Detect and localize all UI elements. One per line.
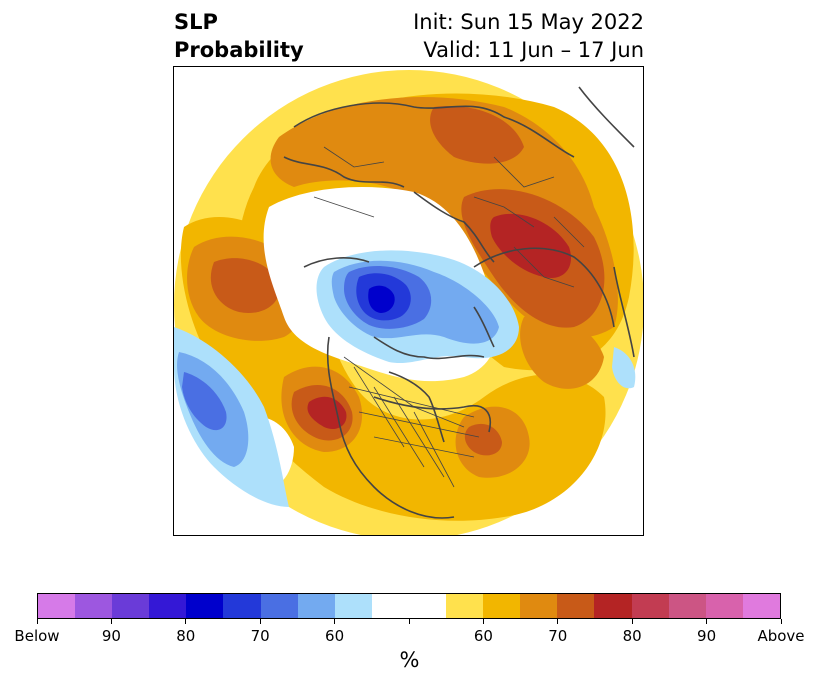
colorbar-unit-label: %	[399, 648, 420, 672]
colorbar-tick	[482, 619, 484, 624]
probability-map-svg	[174, 70, 643, 535]
colorbar-segment	[186, 594, 224, 618]
colorbar-tick	[780, 619, 782, 624]
region-orange-east	[520, 314, 604, 389]
colorbar-tick	[259, 619, 261, 624]
colorbar-segment	[520, 594, 558, 618]
colorbar-segment	[668, 594, 706, 618]
valid-range: Valid: 11 Jun – 17 Jun	[423, 38, 644, 62]
colorbar-segment	[223, 594, 261, 618]
colorbar-segment	[334, 594, 372, 618]
colorbar-segment	[557, 594, 595, 618]
colorbar-tick-labels: Below 90 80 70 60 60 70 80 90 Above	[14, 627, 804, 647]
colorbar-tick	[36, 619, 38, 624]
colorbar-segment	[297, 594, 335, 618]
colorbar-tick-label: 60	[325, 627, 345, 645]
init-date: Init: Sun 15 May 2022	[413, 10, 644, 34]
plot-title-left: SLP Probability	[174, 8, 304, 64]
colorbar-tick-label: 70	[250, 627, 270, 645]
region-red-siberia	[490, 213, 572, 278]
region-red-pacific	[307, 396, 347, 430]
borders	[313, 146, 585, 488]
colorbar-tick-label: 70	[548, 627, 568, 645]
colorbar-tick-label: 80	[622, 627, 642, 645]
region-deepblue-arctic	[368, 285, 395, 313]
colorbar-segment	[594, 594, 632, 618]
colorbar-tick	[185, 619, 187, 624]
title-variable: SLP	[174, 10, 218, 34]
region-darkorange-west	[210, 258, 280, 313]
region-lightblue-east	[612, 347, 636, 389]
coastlines	[283, 86, 635, 519]
polar-map	[173, 66, 644, 536]
colorbar-tick	[334, 619, 336, 624]
region-blue-pacific	[182, 372, 227, 431]
colorbar-segment	[75, 594, 113, 618]
colorbar-tick-label: 60	[473, 627, 493, 645]
title-metric: Probability	[174, 38, 304, 62]
colorbar-ticks	[36, 619, 782, 627]
colorbar-segment	[742, 594, 780, 618]
colorbar-tick	[408, 619, 410, 624]
colorbar-segment	[38, 594, 76, 618]
colorbar-segment	[149, 594, 187, 618]
colorbar-tick-label: 90	[101, 627, 121, 645]
colorbar-segment	[446, 594, 484, 618]
colorbar-tick	[557, 619, 559, 624]
colorbar-segment	[371, 594, 409, 618]
region-darkorange-north	[430, 106, 524, 164]
probability-colorbar	[37, 593, 781, 619]
colorbar-tick-label: 80	[176, 627, 196, 645]
colorbar-segment	[112, 594, 150, 618]
colorbar-segment	[705, 594, 743, 618]
colorbar-tick	[631, 619, 633, 624]
colorbar-segment	[631, 594, 669, 618]
colorbar-tick-label: Below	[14, 627, 60, 645]
region-darkorange-atlantic	[464, 423, 502, 456]
plot-title-right: Init: Sun 15 May 2022 Valid: 11 Jun – 17…	[413, 8, 644, 64]
colorbar-tick	[706, 619, 708, 624]
colorbar-segment	[483, 594, 521, 618]
colorbar-tick-label: Above	[757, 627, 805, 645]
colorbar-tick	[110, 619, 112, 624]
colorbar-tick-label: 90	[697, 627, 717, 645]
colorbar-segment	[408, 594, 447, 618]
colorbar-segment	[260, 594, 298, 618]
